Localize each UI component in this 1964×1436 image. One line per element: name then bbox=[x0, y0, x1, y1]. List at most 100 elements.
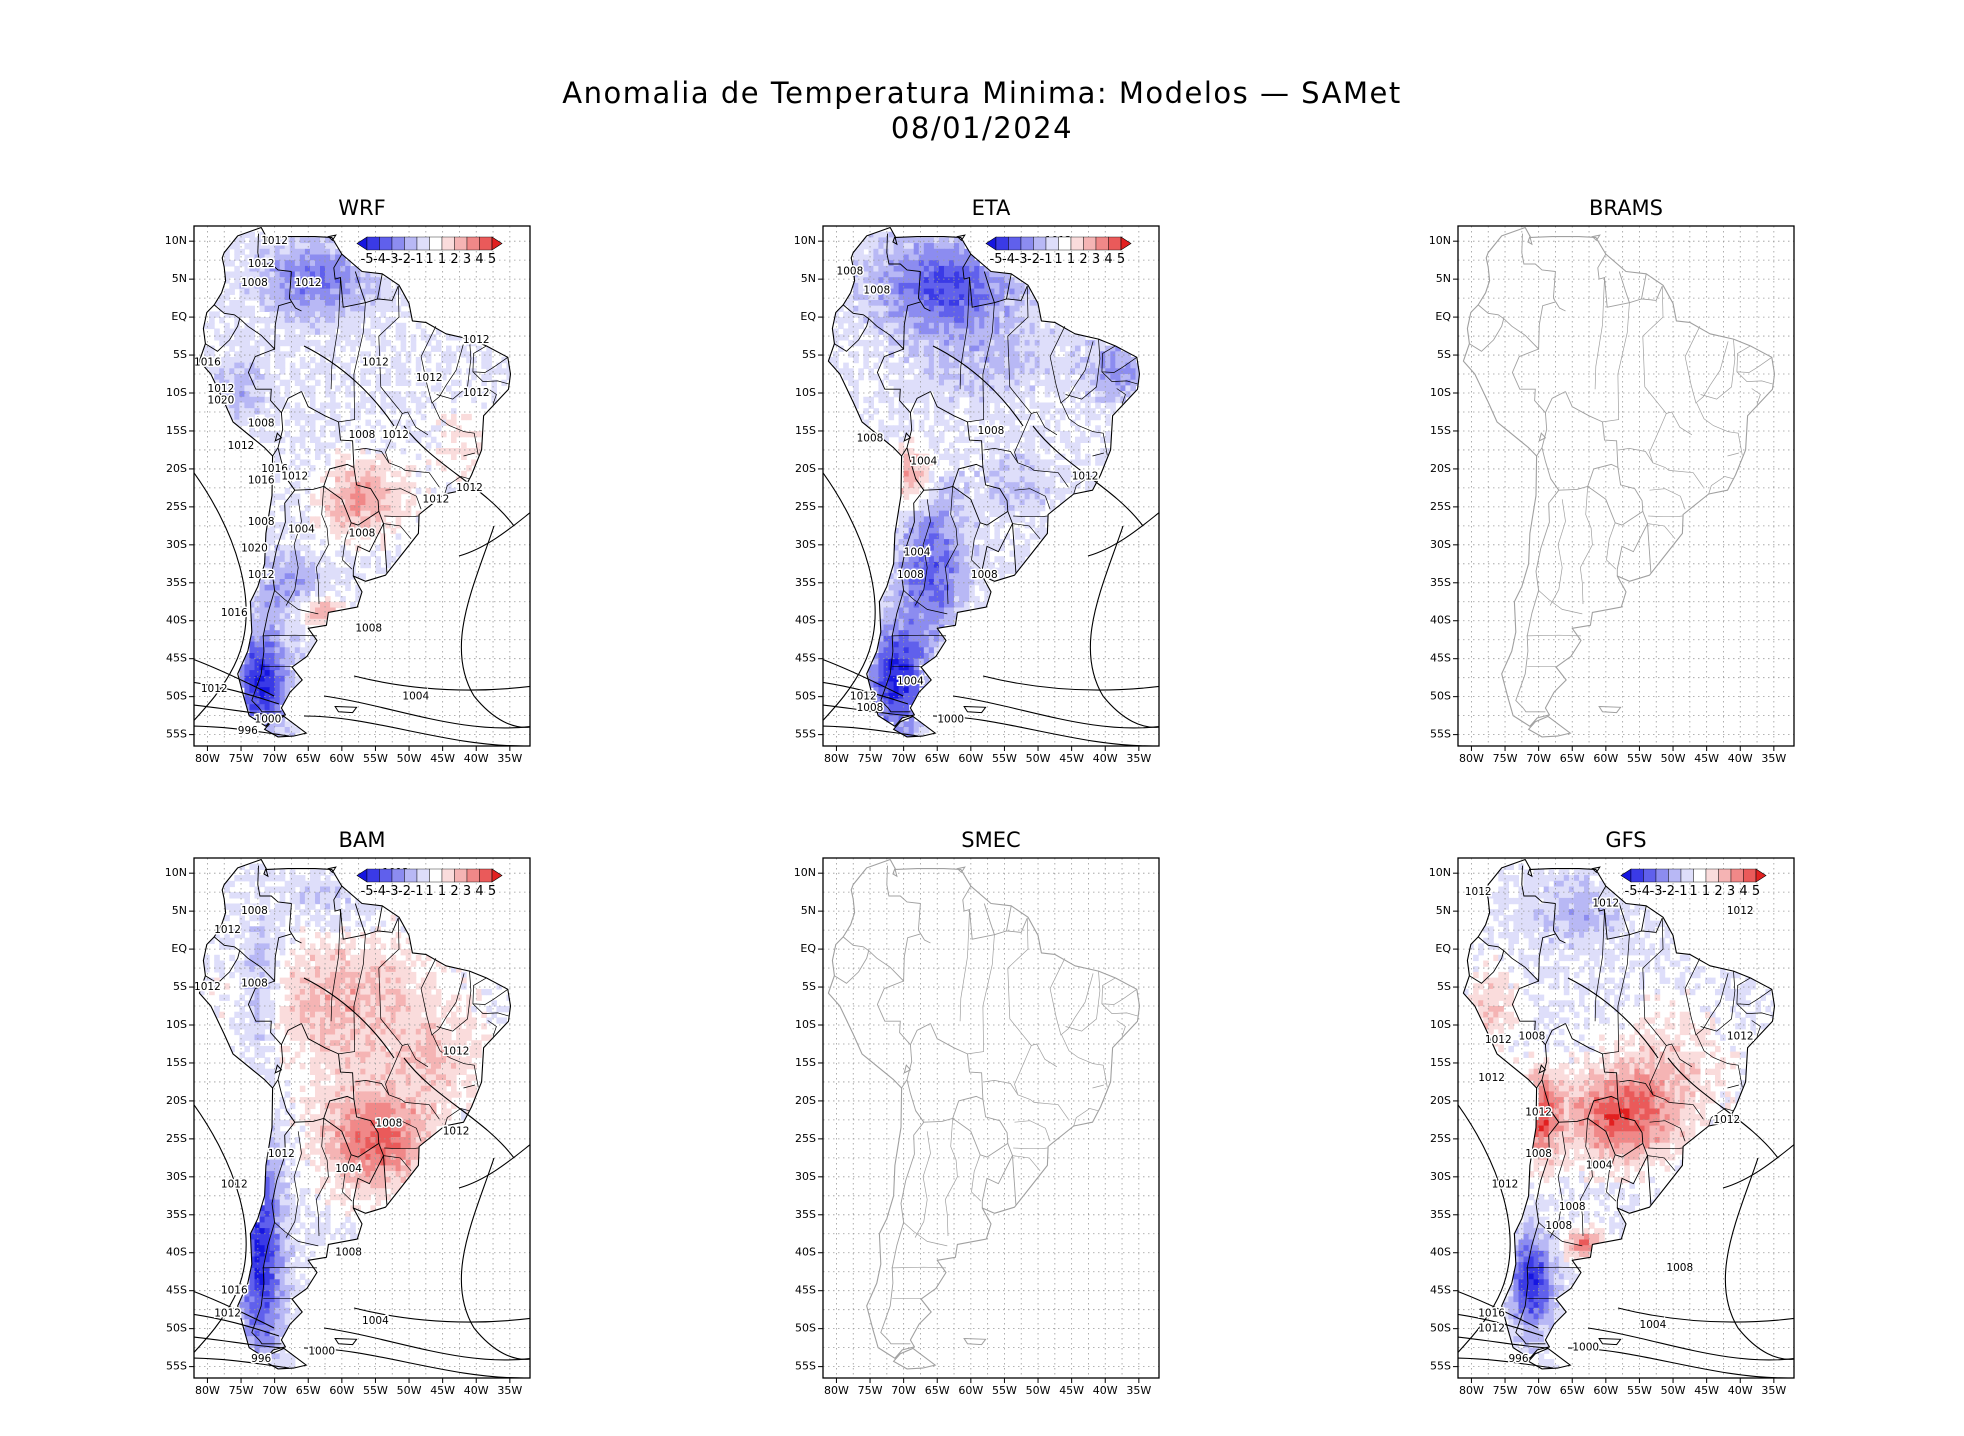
lon-tick-label: 60W bbox=[1593, 1384, 1618, 1397]
colorbar-label: -1 bbox=[1040, 252, 1053, 267]
colorbar-swatch bbox=[1083, 236, 1097, 251]
colorbar-label: 1 bbox=[1067, 252, 1075, 267]
lon-tick-label: 70W bbox=[1526, 1384, 1551, 1397]
colorbar-swatch bbox=[1693, 868, 1707, 883]
colorbar-label: -5 bbox=[990, 252, 1003, 267]
colorbar-swatch bbox=[379, 868, 393, 883]
figure-title: Anomalia de Temperatura Minima: Modelos … bbox=[562, 76, 1402, 110]
colorbar-label: -4 bbox=[1002, 252, 1015, 267]
lat-tick-label: 10N bbox=[794, 234, 816, 247]
lat-tick-label: EQ bbox=[1435, 942, 1451, 955]
isobar-label: 1012 bbox=[1525, 1106, 1552, 1118]
colorbar-swatch bbox=[466, 868, 480, 883]
lat-tick-label: EQ bbox=[1435, 310, 1451, 323]
lon-tick-label: 80W bbox=[1459, 752, 1484, 765]
colorbar-label: 2 bbox=[450, 252, 458, 267]
lat-tick-label: 15S bbox=[166, 1056, 187, 1069]
lat-tick-label: EQ bbox=[171, 942, 187, 955]
lat-tick-label: 45S bbox=[1430, 652, 1451, 665]
isobar-label: 1012 bbox=[214, 924, 241, 936]
isobar-label: 1012 bbox=[248, 258, 275, 270]
isobar-label: 1004 bbox=[402, 691, 429, 703]
colorbar-label: -1 bbox=[411, 884, 424, 899]
lat-tick-label: 20S bbox=[166, 1094, 187, 1107]
lon-tick-label: 55W bbox=[1627, 1384, 1652, 1397]
lat-tick-label: 50S bbox=[1430, 1322, 1451, 1335]
colorbar-swatch bbox=[1630, 868, 1644, 883]
lon-tick-label: 45W bbox=[1694, 1384, 1719, 1397]
map-frame bbox=[822, 857, 1160, 1379]
isobar-label: 1008 bbox=[897, 569, 924, 581]
lon-tick-label: 50W bbox=[1026, 752, 1051, 765]
graticule bbox=[194, 226, 530, 746]
colorbar-swatch bbox=[1070, 236, 1084, 251]
colorbar-swatch bbox=[441, 868, 455, 883]
colorbar-label: -1 bbox=[1675, 884, 1688, 899]
colorbar-swatch bbox=[454, 868, 468, 883]
colorbar-swatch bbox=[416, 236, 430, 251]
lat-tick-label: 10N bbox=[165, 866, 187, 879]
lat-tick-label: 5N bbox=[801, 272, 816, 285]
lat-tick-label: 55S bbox=[166, 728, 187, 741]
lon-tick-label: 65W bbox=[925, 1384, 950, 1397]
isobar-label: 1012 bbox=[201, 683, 228, 695]
colorbar-label: 5 bbox=[488, 884, 496, 899]
lon-tick-label: 75W bbox=[229, 752, 254, 765]
lat-tick-label: 5N bbox=[1436, 272, 1451, 285]
map-panel-gfs: 1012 1012 1012 1012 1008 1012 1012 1012 1012 1008… bbox=[1429, 857, 1795, 1397]
isobar-label: 1008 bbox=[349, 527, 376, 539]
lon-tick-label: 60W bbox=[329, 752, 354, 765]
axis-labels: 10N 5N EQ 5S 10S 15S 20S 25S 30S 35S 40S 45S 50S 55S 8… bbox=[165, 234, 523, 765]
isobar-label: 1012 bbox=[382, 429, 409, 441]
lat-tick-label: 45S bbox=[166, 1284, 187, 1297]
isobar-label: 1012 bbox=[281, 471, 308, 483]
isobar-label: 1008 bbox=[857, 433, 884, 445]
isobar-label: 1008 bbox=[1525, 1148, 1552, 1160]
colorbar-label: 3 bbox=[463, 884, 471, 899]
lon-tick-label: 65W bbox=[925, 752, 950, 765]
isobar-label: 1008 bbox=[349, 429, 376, 441]
colorbar-swatch bbox=[1008, 236, 1022, 251]
isobar-label: 1000 bbox=[1572, 1342, 1599, 1354]
lat-tick-label: 25S bbox=[795, 500, 816, 513]
lat-tick-label: 10S bbox=[795, 386, 816, 399]
lon-tick-label: 60W bbox=[329, 1384, 354, 1397]
lat-tick-label: 15S bbox=[1430, 1056, 1451, 1069]
isobar-label: 1008 bbox=[248, 417, 275, 429]
lat-tick-label: 50S bbox=[795, 1322, 816, 1335]
lat-tick-label: 10N bbox=[1429, 866, 1451, 879]
lat-tick-label: 5S bbox=[1437, 980, 1451, 993]
isobar-label: 1008 bbox=[863, 285, 890, 297]
lat-tick-label: 50S bbox=[795, 690, 816, 703]
isobar-label: 1020 bbox=[208, 395, 235, 407]
colorbar-swatch bbox=[366, 236, 380, 251]
lat-tick-label: 10S bbox=[1430, 1018, 1451, 1031]
map-panel-smec: 10N 5N EQ 5S 10S 15S 20S 25S 30S 35S 40S 45S 50S 55S 8… bbox=[794, 857, 1160, 1397]
isobar-lines bbox=[194, 345, 530, 746]
colorbar-label: 4 bbox=[475, 252, 483, 267]
colorbar-label: -2 bbox=[398, 884, 411, 899]
lon-tick-label: 75W bbox=[229, 1384, 254, 1397]
lon-tick-label: 40W bbox=[1728, 1384, 1753, 1397]
lat-tick-label: 25S bbox=[1430, 1132, 1451, 1145]
lat-tick-label: 5N bbox=[172, 904, 187, 917]
panel-title-smec: SMEC bbox=[961, 828, 1021, 852]
lat-tick-label: 30S bbox=[795, 1170, 816, 1183]
lat-tick-label: 35S bbox=[166, 576, 187, 589]
panel-title-bam: BAM bbox=[338, 828, 386, 852]
isobar-label: 1012 bbox=[295, 277, 322, 289]
colorbar-swatch bbox=[1705, 868, 1719, 883]
colorbar-swatch bbox=[466, 236, 480, 251]
colorbar-swatch bbox=[1045, 236, 1059, 251]
lon-tick-label: 50W bbox=[397, 752, 422, 765]
colorbar-label: -3 bbox=[1650, 884, 1663, 899]
isobar-label: 1008 bbox=[1559, 1201, 1586, 1213]
lat-tick-label: 25S bbox=[1430, 500, 1451, 513]
colorbar-swatch bbox=[429, 236, 443, 251]
lat-tick-label: 10S bbox=[166, 386, 187, 399]
isobar-label: 1000 bbox=[937, 713, 964, 725]
colorbar-label: -3 bbox=[1015, 252, 1028, 267]
lat-tick-label: 30S bbox=[166, 538, 187, 551]
map-frame bbox=[193, 225, 531, 747]
lon-tick-label: 70W bbox=[262, 1384, 287, 1397]
